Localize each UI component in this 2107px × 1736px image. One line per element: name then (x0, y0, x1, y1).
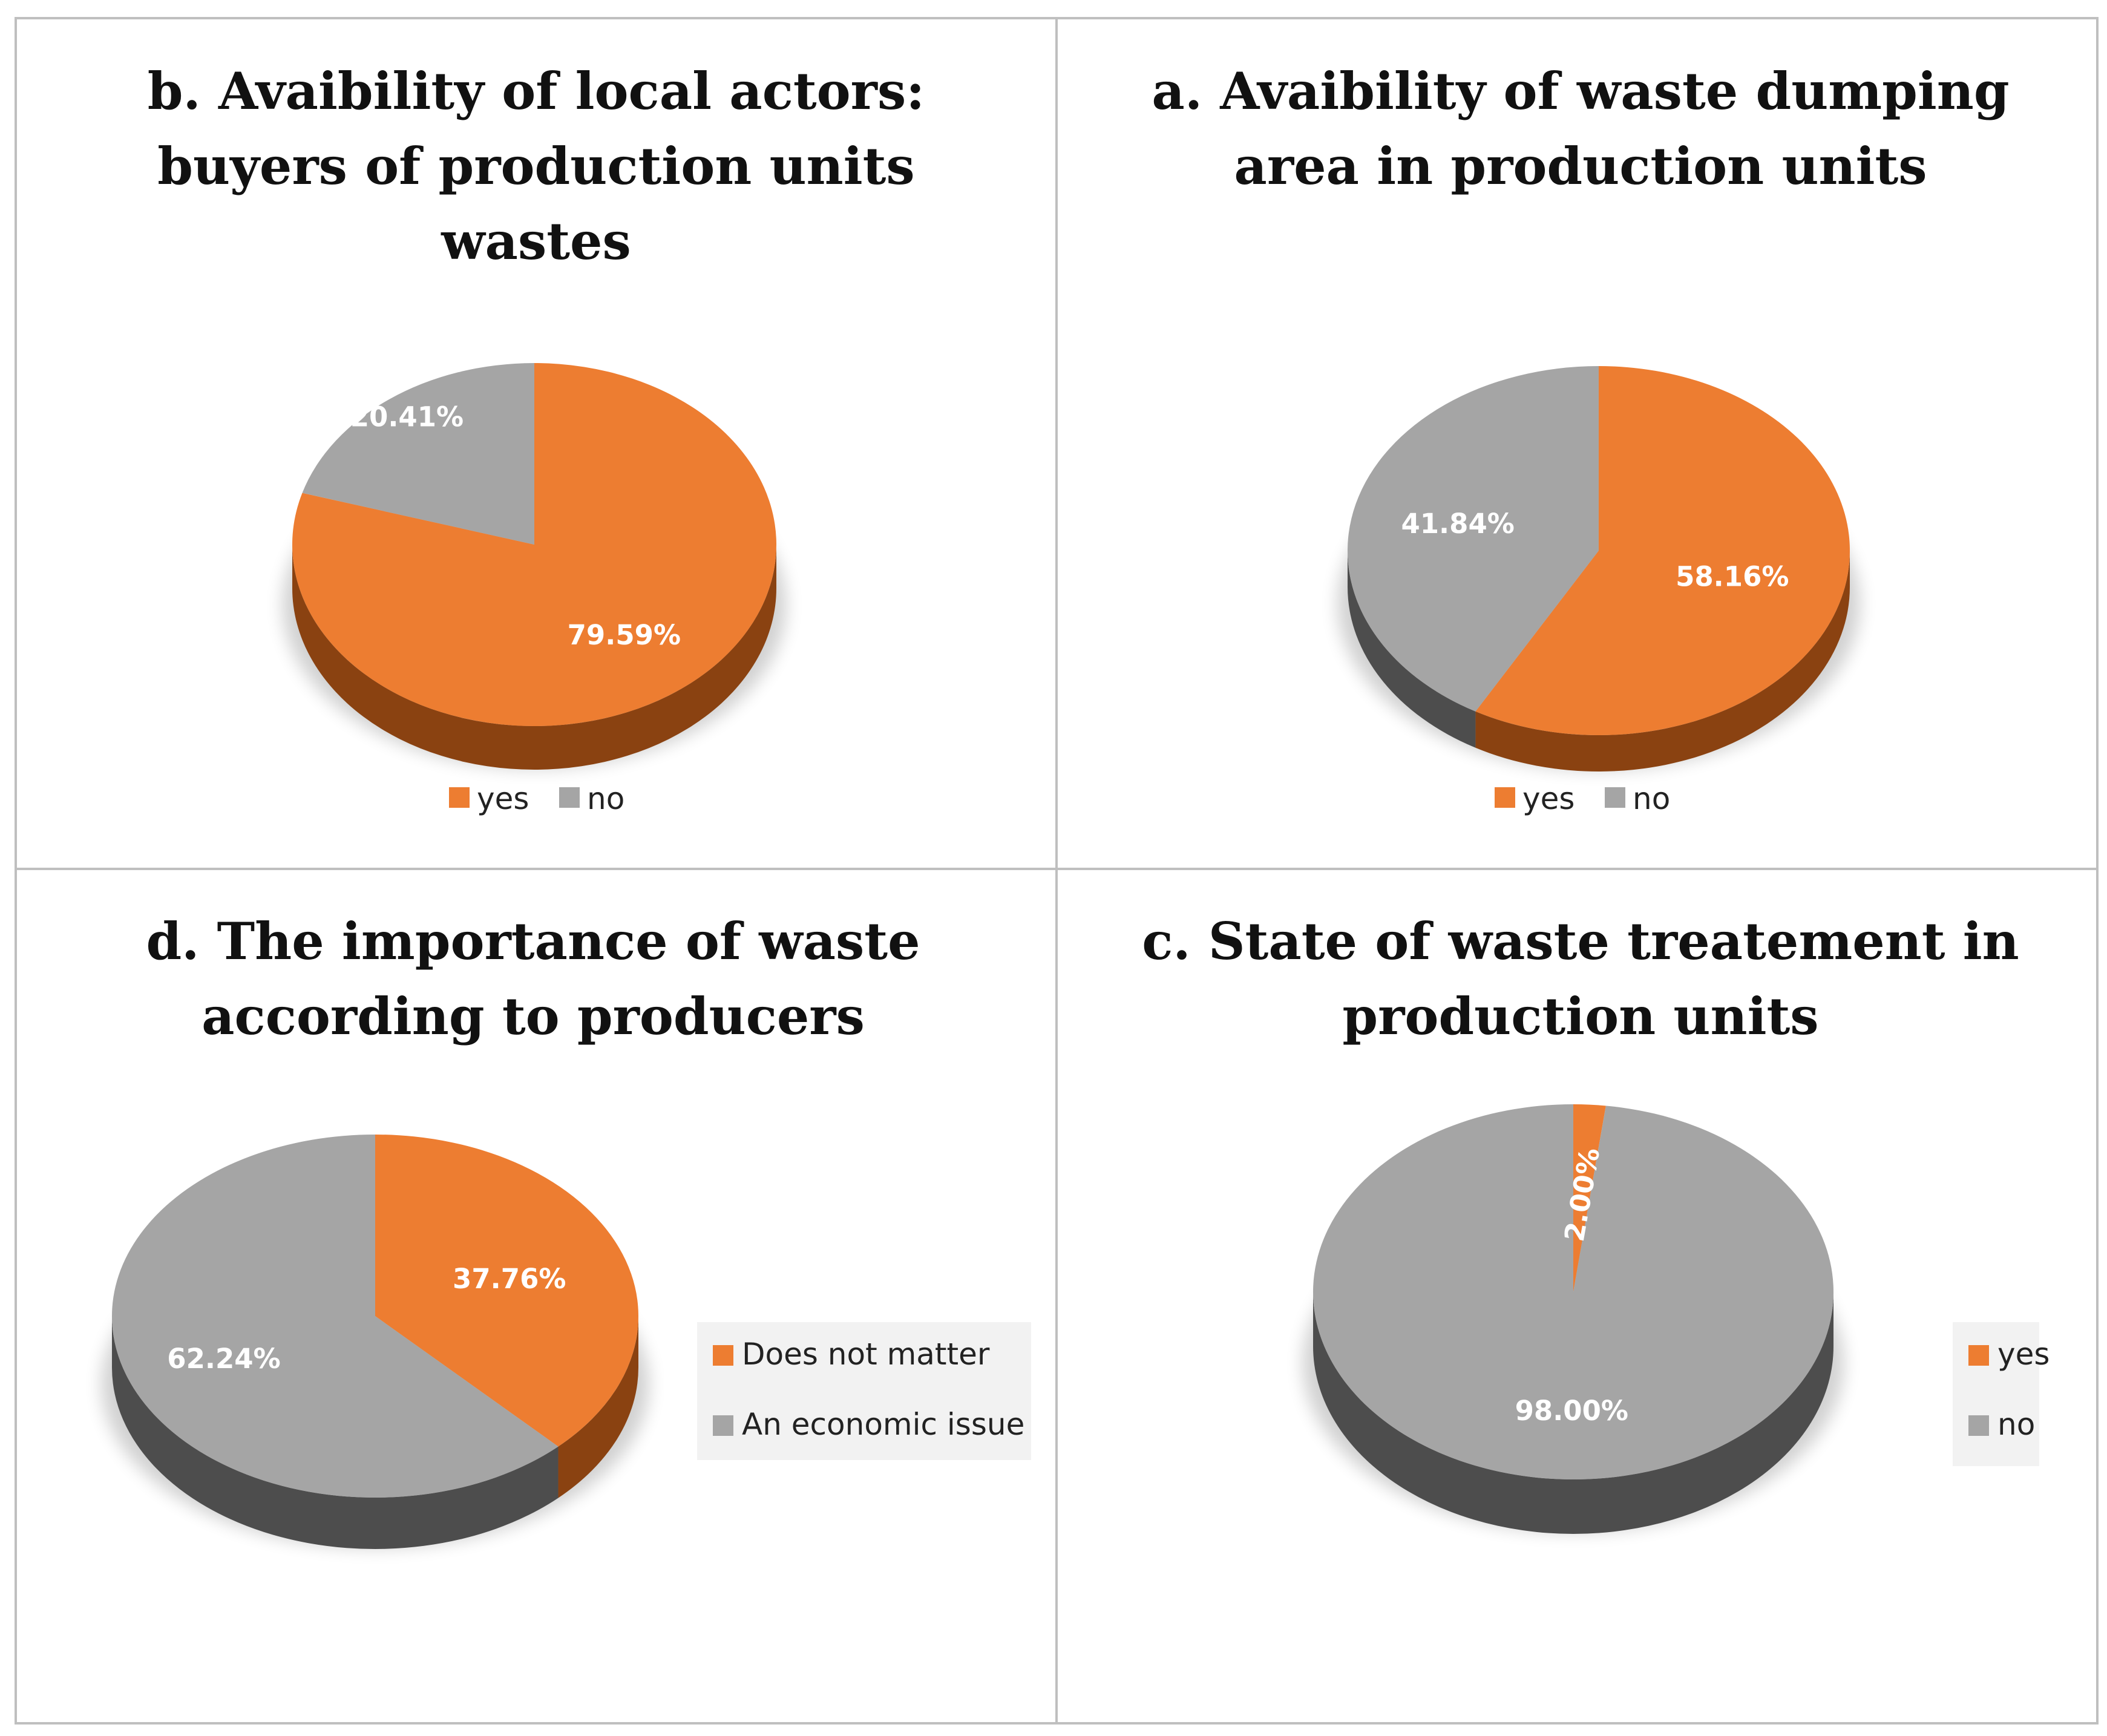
pie-slice-yes (292, 363, 776, 726)
chart-title-line: b. Avaibility of local actors: (148, 61, 925, 121)
pie-slice-yes (1573, 1104, 1606, 1292)
legend-box (1953, 1322, 2039, 1466)
legend-swatch-yes (1968, 1345, 1989, 1366)
data-label-yes: 79.59% (568, 619, 681, 651)
legend-label-yes: yes (1522, 781, 1575, 816)
legend-box (697, 1322, 1031, 1460)
pie-slice-no (1348, 366, 1599, 712)
chart-title-line: d. The importance of waste (146, 911, 920, 971)
chart-title-line: c. State of waste treatement in (1142, 911, 2019, 971)
pie-slice-no (1313, 1104, 1834, 1479)
legend-swatch-yes (449, 787, 470, 808)
legend: yes no (449, 781, 624, 816)
legend: yes no (1495, 781, 1670, 816)
data-label-no: 20.41% (350, 401, 464, 433)
chart-title-line: production units (1342, 986, 1818, 1046)
pie-chart-d: d. The importance of waste according to p… (101, 911, 1031, 1550)
pie-slice-does-not-matter (375, 1135, 639, 1447)
data-label-an-economic-issue: 62.24% (167, 1343, 280, 1375)
data-label-no: 41.84% (1401, 508, 1514, 540)
data-label-no: 98.00% (1515, 1395, 1628, 1427)
chart-title-line: a. Avaibility of waste dumping (1152, 61, 2009, 121)
legend: Does not matter An economic issue (697, 1322, 1031, 1460)
pie-slice-side-no (1313, 1292, 1833, 1534)
legend-swatch-no (1968, 1415, 1989, 1436)
pie-chart-a: a. Avaibility of waste dumping area in pr… (1152, 61, 2009, 816)
legend-label-yes: yes (477, 781, 529, 816)
legend-label-no: no (587, 781, 624, 816)
pie-slice-side-no (1348, 551, 1476, 748)
pie-slice-no (302, 363, 534, 545)
pie-slice-side-yes (1475, 551, 1850, 772)
legend-swatch-does-not-matter (713, 1345, 733, 1366)
legend-label-an-economic-issue: An economic issue (742, 1407, 1024, 1442)
legend-label-no: no (1997, 1407, 2035, 1442)
chart-title-line: buyers of production units (157, 136, 914, 196)
pie-slice-side-yes (292, 545, 776, 770)
legend-swatch-no (559, 787, 580, 808)
legend: yes no (1953, 1322, 2050, 1466)
chart-title-line: according to producers (202, 986, 865, 1046)
legend-swatch-no (1605, 787, 1625, 808)
legend-label-no: no (1633, 781, 1670, 816)
data-label-does-not-matter: 37.76% (453, 1263, 566, 1295)
pie-slice-side-does-not-matter (558, 1316, 638, 1498)
legend-swatch-an-economic-issue (713, 1415, 733, 1436)
pie-slice-yes (1475, 366, 1850, 735)
panel-grid (15, 17, 2099, 1725)
legend-label-yes: yes (1997, 1337, 2050, 1372)
chart-title-line: area in production units (1234, 136, 1927, 196)
data-label-yes: 58.16% (1676, 561, 1789, 593)
pie-slice-side-an-economic-issue (112, 1316, 559, 1550)
pie-slice-an-economic-issue (112, 1135, 559, 1498)
chart-title-line: wastes (441, 211, 631, 271)
pie-chart-c: c. State of waste treatement in productio… (1142, 911, 2050, 1534)
legend-label-does-not-matter: Does not matter (742, 1337, 990, 1372)
pie-chart-b: b. Avaibility of local actors: buyers of … (148, 61, 925, 816)
legend-swatch-yes (1495, 787, 1515, 808)
